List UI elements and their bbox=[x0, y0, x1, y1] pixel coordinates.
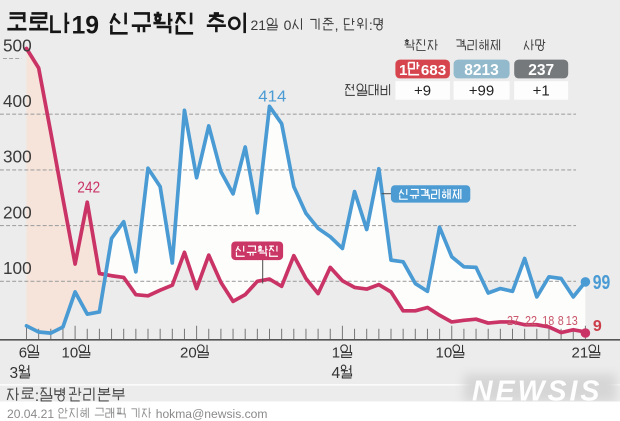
svg-text:27: 27 bbox=[507, 313, 519, 328]
svg-text:+9: +9 bbox=[414, 83, 431, 100]
svg-text:+99: +99 bbox=[469, 83, 494, 100]
svg-text:300: 300 bbox=[3, 147, 32, 167]
svg-text:22: 22 bbox=[525, 313, 537, 328]
svg-text:200: 200 bbox=[3, 202, 32, 222]
svg-text::: : bbox=[369, 17, 373, 33]
svg-text:8213: 8213 bbox=[464, 62, 499, 79]
svg-text:10: 10 bbox=[436, 345, 453, 362]
svg-text:237: 237 bbox=[528, 62, 554, 79]
svg-text:400: 400 bbox=[3, 91, 32, 111]
svg-text::: : bbox=[35, 388, 39, 405]
svg-text:1: 1 bbox=[332, 345, 340, 362]
svg-text:414: 414 bbox=[258, 89, 286, 106]
svg-text:hokma@newsis.com: hokma@newsis.com bbox=[156, 407, 268, 421]
svg-text:242: 242 bbox=[77, 180, 100, 197]
svg-text:9: 9 bbox=[593, 318, 602, 335]
svg-text:21: 21 bbox=[251, 17, 267, 33]
svg-text:8: 8 bbox=[558, 313, 564, 328]
svg-text:,: , bbox=[335, 17, 339, 33]
svg-text:+1: +1 bbox=[533, 83, 550, 100]
svg-text:99: 99 bbox=[593, 271, 611, 294]
svg-text:20: 20 bbox=[180, 345, 197, 362]
svg-text:6: 6 bbox=[19, 345, 27, 362]
svg-text:1: 1 bbox=[399, 62, 408, 79]
svg-text:500: 500 bbox=[3, 36, 32, 56]
svg-text:0: 0 bbox=[284, 17, 292, 33]
svg-text:20.04.21: 20.04.21 bbox=[7, 407, 54, 421]
svg-text:13: 13 bbox=[566, 313, 578, 328]
svg-text:NEWSIS: NEWSIS bbox=[472, 376, 602, 408]
svg-text:3: 3 bbox=[10, 365, 19, 382]
svg-text:18: 18 bbox=[542, 313, 554, 328]
svg-text:21: 21 bbox=[572, 345, 589, 362]
svg-text:10: 10 bbox=[62, 345, 79, 362]
svg-text:100: 100 bbox=[3, 258, 32, 278]
svg-text:19: 19 bbox=[71, 13, 99, 40]
svg-text:4: 4 bbox=[332, 365, 341, 382]
svg-text:683: 683 bbox=[421, 62, 446, 79]
